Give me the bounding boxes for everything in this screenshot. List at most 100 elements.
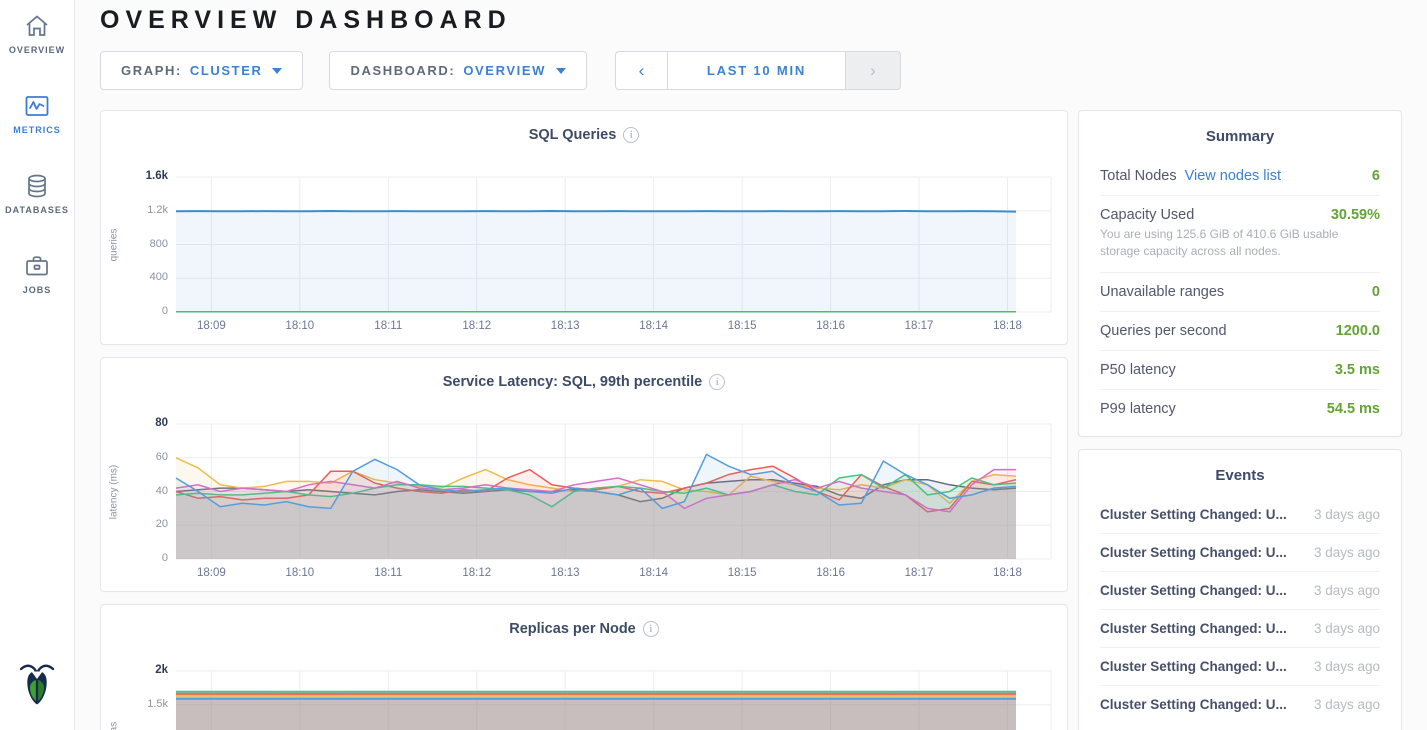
summary-label: Total Nodes	[1100, 168, 1177, 184]
event-text: Cluster Setting Changed: U...	[1100, 697, 1287, 712]
x-tick-label: 18:12	[462, 320, 492, 332]
y-tick-label: 0	[161, 552, 168, 564]
event-list-item[interactable]: Cluster Setting Changed: U... 3 days ago	[1100, 534, 1380, 572]
dashboard-dropdown-value: OVERVIEW	[463, 63, 546, 78]
event-text: Cluster Setting Changed: U...	[1100, 659, 1287, 674]
summary-label: P50 latency	[1100, 361, 1176, 378]
x-tick-label: 18:16	[816, 567, 845, 579]
summary-row-p99-latency: P99 latency 54.5 ms	[1100, 390, 1380, 428]
event-text: Cluster Setting Changed: U...	[1100, 545, 1287, 560]
events-title: Events	[1215, 467, 1265, 484]
y-tick-label: 20	[155, 518, 168, 531]
summary-row-queries-per-second: Queries per second 1200.0	[1100, 312, 1380, 351]
event-list-item[interactable]: Cluster Setting Changed: U... 3 days ago	[1100, 648, 1380, 686]
x-tick-label: 18:10	[285, 567, 315, 579]
sidebar-item-label: OVERVIEW	[8, 45, 66, 55]
databases-icon	[23, 172, 51, 200]
x-tick-label: 18:17	[904, 567, 934, 579]
sql-queries-chart-panel: SQL Queries i 1.6k 1.2k 800 400 0 18:09 18:10 1…	[100, 110, 1068, 345]
sidebar-item-metrics[interactable]: METRICS	[0, 92, 74, 135]
summary-value: 54.5 ms	[1326, 400, 1380, 417]
home-icon	[23, 12, 51, 40]
y-tick-label: 0	[161, 305, 168, 317]
x-tick-label: 18:17	[904, 320, 934, 332]
view-nodes-list-link[interactable]: View nodes list	[1184, 168, 1282, 184]
summary-row-p50-latency: P50 latency 3.5 ms	[1100, 351, 1380, 390]
x-tick-label: 18:09	[196, 567, 226, 579]
service-latency-chart-panel: Service Latency: SQL, 99th percentile i …	[100, 357, 1068, 592]
x-tick-label: 18:11	[374, 567, 403, 579]
summary-row-total-nodes: Total Nodes View nodes list 6	[1100, 157, 1380, 196]
summary-label: Queries per second	[1100, 322, 1227, 339]
sidebar-item-jobs[interactable]: JOBS	[0, 252, 74, 295]
info-icon[interactable]: i	[623, 127, 640, 143]
x-tick-label: 18:13	[550, 567, 580, 579]
events-panel: Events Cluster Setting Changed: U... 3 d…	[1078, 449, 1402, 730]
main-content: OVERVIEW DASHBOARD GRAPH: CLUSTER DASHBO…	[75, 0, 1427, 730]
event-time: 3 days ago	[1313, 583, 1380, 598]
y-tick-label: 60	[155, 450, 168, 463]
info-icon[interactable]: i	[642, 621, 659, 637]
y-tick-label: 2k	[155, 664, 168, 676]
event-list-item[interactable]: Cluster Setting Changed: U... 3 days ago	[1100, 686, 1380, 723]
summary-label: P99 latency	[1100, 400, 1176, 417]
x-tick-label: 18:14	[639, 567, 669, 579]
sidebar-item-databases[interactable]: DATABASES	[0, 172, 74, 215]
chevron-down-icon	[555, 67, 566, 74]
event-list-item[interactable]: Cluster Setting Changed: U... 3 days ago	[1100, 496, 1380, 534]
x-tick-label: 18:15	[727, 320, 757, 332]
sidebar-item-overview[interactable]: OVERVIEW	[0, 12, 74, 55]
graph-dropdown[interactable]: GRAPH: CLUSTER	[100, 51, 304, 90]
y-tick-label: 40	[155, 484, 168, 497]
sidebar-item-label: JOBS	[22, 285, 52, 295]
summary-value: 6	[1371, 168, 1380, 184]
x-tick-label: 18:11	[374, 320, 403, 332]
time-range-value[interactable]: LAST 10 MIN	[706, 63, 807, 78]
x-tick-label: 18:14	[639, 320, 669, 332]
y-tick-label: 1.5k	[147, 697, 168, 710]
y-axis-label: replicas	[109, 721, 120, 730]
x-tick-label: 18:15	[727, 567, 757, 579]
y-tick-label: 400	[149, 271, 168, 284]
time-range-selector: ‹ LAST 10 MIN ›	[614, 51, 901, 90]
x-tick-label: 18:09	[196, 320, 226, 332]
event-time: 3 days ago	[1313, 697, 1380, 712]
y-axis-label: queries	[108, 228, 120, 261]
summary-label: Unavailable ranges	[1100, 283, 1225, 300]
summary-value: 1200.0	[1335, 322, 1380, 339]
y-tick-label: 800	[149, 237, 168, 250]
info-icon[interactable]: i	[709, 374, 726, 390]
chart-canvas	[176, 670, 1052, 730]
chart-title: Replicas per Node	[509, 621, 636, 637]
jobs-icon	[23, 252, 51, 280]
dashboard-dropdown[interactable]: DASHBOARD: OVERVIEW	[329, 51, 587, 90]
sidebar: OVERVIEW METRICS DATABASES	[0, 0, 75, 730]
summary-title: Summary	[1205, 128, 1275, 145]
time-range-next-button[interactable]: ›	[844, 52, 900, 89]
summary-value: 3.5 ms	[1334, 361, 1380, 378]
event-list-item[interactable]: Cluster Setting Changed: U... 3 days ago	[1100, 572, 1380, 610]
summary-label: Capacity Used	[1100, 207, 1195, 223]
chart-title: SQL Queries	[528, 127, 617, 143]
y-tick-label: 1.6k	[145, 170, 168, 182]
summary-row-capacity-used: Capacity Used 30.59% You are using 125.6…	[1100, 196, 1380, 273]
event-time: 3 days ago	[1313, 545, 1380, 560]
replicas-per-node-chart[interactable]: 2k1.5k1k500018:0918:1018:1118:1218:1318:…	[109, 664, 1052, 730]
chart-title: Service Latency: SQL, 99th percentile	[442, 374, 703, 390]
x-tick-label: 18:12	[462, 567, 492, 579]
chevron-down-icon	[272, 67, 283, 74]
event-text: Cluster Setting Changed: U...	[1100, 621, 1287, 636]
x-tick-label: 18:18	[993, 567, 1022, 579]
summary-value: 30.59%	[1330, 207, 1380, 223]
chart-canvas	[175, 423, 1052, 560]
time-range-prev-button[interactable]: ‹	[616, 52, 668, 89]
metrics-icon	[23, 92, 51, 120]
capacity-note: You are using 125.6 GiB of 410.6 GiB usa…	[1100, 227, 1339, 259]
service-latency-chart[interactable]: 80 60 40 20 0 18:09 18:10 18:11 18:12 18:13 18:14 1…	[109, 417, 1052, 579]
sql-queries-chart[interactable]: 1.6k 1.2k 800 400 0 18:09 18:10 18:11 18:12 18:13…	[109, 170, 1052, 332]
x-tick-label: 18:18	[993, 320, 1022, 332]
x-tick-label: 18:13	[550, 320, 580, 332]
event-list-item[interactable]: Cluster Setting Changed: U... 3 days ago	[1100, 610, 1380, 648]
y-tick-label: 80	[155, 417, 168, 429]
